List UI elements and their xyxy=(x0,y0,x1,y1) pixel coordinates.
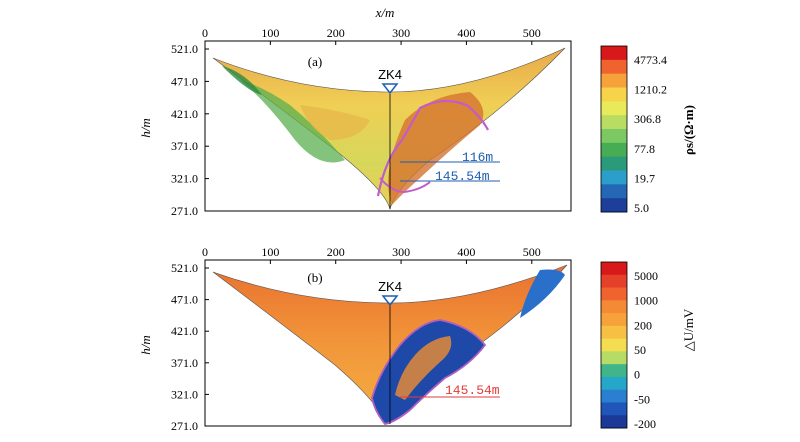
panel-b-colorbar-segment-10 xyxy=(601,389,627,403)
panel-a-colorbar-label: ρs/(Ω·m) xyxy=(681,105,696,155)
panel-a-colorbar-tick-3: 77.8 xyxy=(634,142,655,156)
panel-a-boundary xyxy=(376,99,489,197)
panel-b-y-tick-0: 521.0 xyxy=(171,261,198,275)
panel-b-borehole-label: ZK4 xyxy=(378,279,402,294)
panel-b-colorbar-tick-1: 1000 xyxy=(634,294,658,308)
panel-a-colorbar-segment-11 xyxy=(601,198,627,213)
panel-a-colorbar-tick-0: 4773.4 xyxy=(634,53,667,67)
panel-a-high-zone xyxy=(388,92,484,205)
panel-a-colorbar-segment-3 xyxy=(601,87,627,102)
panel-b: 0 100 200 300 400 500 521.0471.0421.0371.0321… xyxy=(138,245,696,433)
panel-b-colorbar-tick-3: 50 xyxy=(634,343,646,357)
panel-b-inner-zone xyxy=(395,336,452,400)
panel-a-borehole-marker xyxy=(381,83,399,95)
panel-a-boundary-lower xyxy=(379,177,431,194)
panel-b-y-tick-3: 371.0 xyxy=(171,356,198,370)
panel-b-colorbar-segment-8 xyxy=(601,364,627,378)
panel-b-colorbar-label: △U/mV xyxy=(681,308,696,351)
panel-b-y-ticks: 521.0 471.0 421.0 371.0 321.0 271.0 xyxy=(171,261,209,433)
panel-a-colorbar-tick-2: 306.8 xyxy=(634,112,661,126)
panel-a: x/m 0 100 200 300 400 500 521.0 471.0 421.0 371.… xyxy=(138,5,696,218)
panel-a-y-tick-5: 271.0 xyxy=(171,204,198,218)
panel-b-right-anomaly xyxy=(520,269,565,318)
panel-a-colorbar-frame xyxy=(600,45,628,213)
panel-b-colorbar-segment-11 xyxy=(601,402,627,416)
panel-a-ylabel: h/m xyxy=(138,118,153,138)
panel-a-y-tick-3: 371.0 xyxy=(171,139,198,153)
panel-a-y-tick-0: 521.0 xyxy=(171,42,198,56)
panel-b-annotation-1: 145.54m xyxy=(445,383,500,398)
panel-b-x-tick-4: 400 xyxy=(457,245,475,259)
panel-a-annotation-1: 116m xyxy=(462,150,493,165)
panel-b-ylabel: h/m xyxy=(138,335,153,355)
panel-b-frame xyxy=(204,259,572,427)
panel-b-x-tick-5: 500 xyxy=(523,245,541,259)
panel-a-colorbar-segment-8 xyxy=(601,156,627,171)
panel-b-colorbar-tick-2: 200 xyxy=(634,318,652,332)
panel-b-colorbar-segment-6 xyxy=(601,338,627,352)
panel-a-low-zone xyxy=(240,80,345,163)
panel-b-colorbar-segment-7 xyxy=(601,351,627,365)
panel-b-colorbar-segment-5 xyxy=(601,325,627,340)
panel-a-colorbar xyxy=(600,45,628,213)
panel-b-colorbar xyxy=(600,261,628,429)
panel-b-colorbar-segment-12 xyxy=(601,415,627,429)
panel-b-colorbar-tick-6: -200 xyxy=(634,417,656,431)
panel-b-colorbar-ticks: 5000 1000 200 50 0 -50 -200 xyxy=(634,269,658,431)
panel-a-colorbar-segment-9 xyxy=(601,170,627,185)
panel-a-y-tick-1: 471.0 xyxy=(171,74,198,88)
panel-b-panel-label: (b) xyxy=(307,270,322,285)
panel-a-colorbar-segment-6 xyxy=(601,129,627,144)
panel-a-y-ticks: 521.0 471.0 421.0 371.0 321.0 271.0 xyxy=(171,42,209,218)
panel-a-x-tick-1: 100 xyxy=(261,26,279,40)
panel-a-colorbar-segment-10 xyxy=(601,184,627,199)
panel-a-colorbar-ticks: 4773.4 1210.2 306.8 77.8 19.7 5.0 xyxy=(634,53,667,215)
panel-b-x-tick-2: 200 xyxy=(327,245,345,259)
panel-b-y-tick-1: 471.0 xyxy=(171,293,198,307)
panel-b-colorbar-segment-1 xyxy=(601,274,627,289)
panel-a-xlabel: x/m xyxy=(375,5,395,20)
panel-a-colorbar-segment-5 xyxy=(601,115,627,130)
panel-b-x-tick-0: 0 xyxy=(202,245,208,259)
panel-b-x-tick-1: 100 xyxy=(261,245,279,259)
panel-b-y-tick-2: 421.0 xyxy=(171,324,198,338)
panel-a-colorbar-segment-7 xyxy=(601,142,627,158)
panel-a-x-tick-4: 400 xyxy=(457,26,475,40)
panel-a-panel-label: (a) xyxy=(308,54,322,69)
panel-a-colorbar-segment-4 xyxy=(601,101,627,116)
panel-a-x-ticks: 0 100 200 300 400 500 xyxy=(202,26,541,45)
panel-a-mid-zone xyxy=(300,105,370,140)
panel-b-colorbar-segment-0 xyxy=(601,262,627,276)
panel-b-colorbar-tick-4: 0 xyxy=(634,368,640,382)
panel-a-annotation-2: 145.54m xyxy=(435,169,490,184)
panel-a-x-tick-2: 200 xyxy=(327,26,345,40)
panel-b-colorbar-frame xyxy=(600,261,628,429)
panel-b-x-ticks: 0 100 200 300 400 500 xyxy=(202,245,541,264)
panel-a-y-tick-4: 321.0 xyxy=(171,172,198,186)
panel-a-x-tick-5: 500 xyxy=(523,26,541,40)
panel-a-x-tick-3: 300 xyxy=(392,26,410,40)
panel-b-colorbar-segment-3 xyxy=(601,300,627,314)
panel-a-colorbar-tick-4: 19.7 xyxy=(634,171,655,185)
panel-a-colorbar-segment-1 xyxy=(601,59,627,75)
panel-b-colorbar-segment-9 xyxy=(601,376,627,391)
panel-a-colorbar-segment-0 xyxy=(601,46,627,61)
panel-a-colorbar-tick-1: 1210.2 xyxy=(634,83,667,97)
panel-b-y-tick-4: 321.0 xyxy=(171,387,198,401)
panel-b-colorbar-segment-2 xyxy=(601,287,627,301)
panel-b-y-tick-5: 271.0 xyxy=(171,419,198,433)
panel-a-y-tick-2: 421.0 xyxy=(171,107,198,121)
panel-a-x-tick-0: 0 xyxy=(202,26,208,40)
panel-a-colorbar-tick-5: 5.0 xyxy=(634,201,649,215)
panel-a-colorbar-segment-2 xyxy=(601,73,627,88)
panel-a-frame xyxy=(204,40,572,212)
panel-a-left-band xyxy=(222,66,262,95)
panel-b-x-tick-3: 300 xyxy=(392,245,410,259)
panel-b-colorbar-tick-0: 5000 xyxy=(634,269,658,283)
panel-b-colorbar-tick-5: -50 xyxy=(634,392,650,406)
panel-b-borehole-marker xyxy=(381,295,399,307)
panel-b-colorbar-segment-4 xyxy=(601,313,627,327)
panel-a-borehole-label: ZK4 xyxy=(378,67,402,82)
